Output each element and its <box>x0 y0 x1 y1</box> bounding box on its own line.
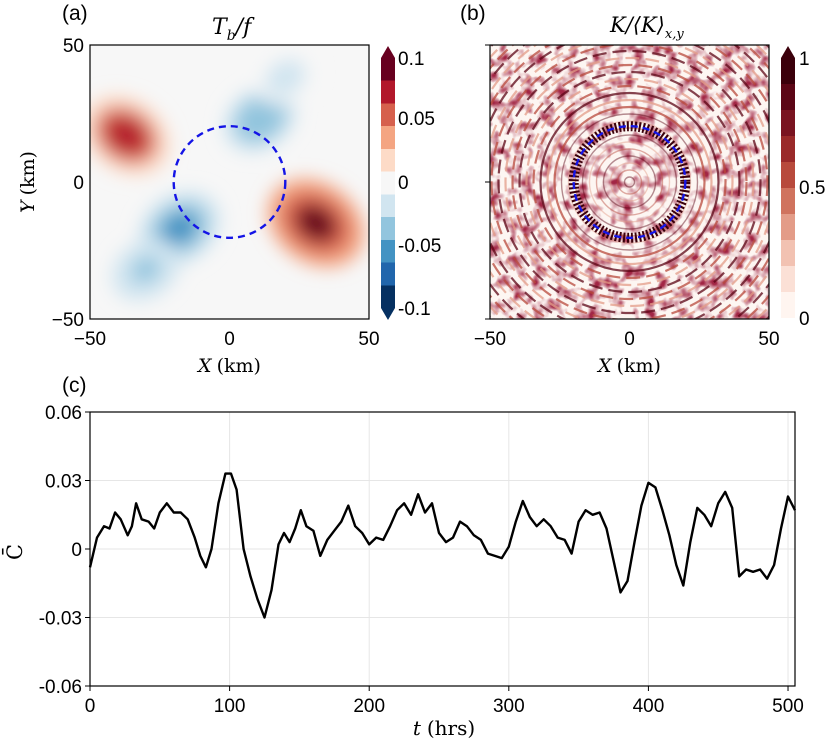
panel-b-field <box>490 45 769 319</box>
wave-band <box>602 155 657 209</box>
x-tick-label: 100 <box>214 696 246 717</box>
panel-a-ytick: −50 <box>52 310 84 331</box>
wave-band <box>490 45 769 319</box>
wave-band <box>532 84 727 280</box>
panel-b: (b) K/⟨K⟩x,y −50 0 50 X (km) 1 0.5 0 <box>460 2 825 377</box>
panel-a-colorbar-body <box>381 58 395 308</box>
series-line <box>88 472 797 619</box>
panel-c-xlabel-unit: (hrs) <box>427 716 475 740</box>
wave-band <box>511 63 748 301</box>
x-tick-label: 200 <box>353 696 385 717</box>
panel-b-title-symbol: K <box>609 13 627 37</box>
x-tick-label: 500 <box>772 696 804 717</box>
wave-band <box>553 105 706 259</box>
panel-a-cbar-tick: 0.05 <box>398 109 435 130</box>
panel-c-xlabel: t (hrs) <box>413 716 475 740</box>
wave-band <box>616 169 643 195</box>
wave-band <box>560 113 699 251</box>
panel-b-xtick: 0 <box>624 329 635 350</box>
panel-b-vortex-circle <box>572 124 687 239</box>
panel-a-vortex-circle <box>172 124 287 239</box>
panel-c-ylabel: C̄ <box>2 544 27 560</box>
panel-b-colorbar-max-arrow <box>781 46 795 58</box>
panel-c-xlabel-symbol: t <box>413 716 422 740</box>
negative-anomaly <box>131 256 161 283</box>
wave-band <box>609 162 650 202</box>
panel-b-title-mid: /⟨K⟩ <box>624 13 665 37</box>
panel-a-field <box>90 51 365 301</box>
panel-a-ytick: 50 <box>63 36 84 57</box>
panel-a-ylabel-unit: (km) <box>17 151 39 195</box>
wave-band <box>546 98 713 266</box>
panel-a-axes: −50 0 50 50 0 −50 X (km) Y(km) <box>17 36 380 377</box>
wave-band <box>581 134 678 230</box>
wave-band <box>525 77 734 287</box>
panel-b-title-subscript: x,y <box>665 27 684 42</box>
panel-b-cbar-tick: 0 <box>799 309 810 330</box>
wave-band <box>497 49 762 315</box>
wave-band <box>623 176 636 188</box>
panel-a-title-subscript: b <box>227 28 236 44</box>
panel-a-title: Tb/f <box>212 15 255 44</box>
wave-band <box>567 120 692 244</box>
panel-a-xtick: 50 <box>358 329 379 350</box>
y-tick-label: 0.06 <box>45 403 82 424</box>
panel-a-letter: (a) <box>62 2 88 25</box>
panel-a-cbar-tick: -0.1 <box>398 299 431 320</box>
panel-b-colorbar-body <box>781 58 795 318</box>
panel-a-cbar-tick: -0.05 <box>398 236 441 257</box>
y-tick-label: 0.03 <box>45 472 82 493</box>
panel-a-ylabel: Y (km) <box>17 151 39 213</box>
panel-b-cbar-tick: 0.5 <box>799 178 825 199</box>
positive-anomaly <box>295 204 337 242</box>
panel-a-colorbar-max-arrow <box>381 46 395 58</box>
panel-b-letter: (b) <box>460 2 486 25</box>
panel-a-xtick: −50 <box>74 329 106 350</box>
panel-a-ytick: 0 <box>73 173 84 194</box>
panel-b-axes: −50 0 50 X (km) <box>474 44 780 377</box>
panel-a-ylabel-symbol: Y <box>17 198 39 213</box>
y-tick-label: -0.06 <box>39 677 82 698</box>
panel-a-xlabel: X (km) <box>196 355 261 377</box>
panel-c-ticks: 0 100 200 300 400 500 0.06 0.03 0 -0.03 -0.06 <box>39 403 804 717</box>
y-tick-label: 0 <box>71 540 82 561</box>
panel-a-xtick: 0 <box>224 329 235 350</box>
wave-band <box>518 70 741 294</box>
panel-b-title: K/⟨K⟩x,y <box>609 13 684 42</box>
x-tick-label: 300 <box>493 696 525 717</box>
panel-b-xlabel-symbol: X <box>596 355 613 377</box>
x-tick-label: 400 <box>633 696 665 717</box>
panel-a-cbar-tick: 0.1 <box>398 49 424 70</box>
negative-anomaly <box>244 105 276 133</box>
panel-c: (c) 0 100 200 300 400 5000.060.030-0.03-0.06 … <box>2 374 804 740</box>
panel-b-cbar-tick: 1 <box>799 49 810 70</box>
panel-a-colorbar-min-arrow <box>381 308 395 320</box>
y-tick-label: -0.03 <box>39 609 82 630</box>
panel-a: (a) Tb/f −50 0 50 50 0 −50 X (km) Y(km) 0… <box>17 2 441 377</box>
panel-a-cbar-tick: 0 <box>398 173 409 194</box>
negative-anomaly <box>273 66 298 90</box>
wave-band <box>595 148 664 216</box>
panel-c-letter: (c) <box>62 374 87 397</box>
panel-b-xlabel: X (km) <box>596 355 661 377</box>
x-tick-label: 0 <box>85 696 96 717</box>
wave-band <box>504 56 755 308</box>
panel-a-xlabel-symbol: X <box>196 355 213 377</box>
panel-a-title-symbol: T <box>212 15 229 40</box>
positive-anomaly <box>107 118 145 153</box>
wave-band <box>588 141 671 223</box>
panel-b-xlabel-unit: (km) <box>617 355 661 377</box>
panel-c-frame <box>89 411 796 687</box>
panel-a-frame <box>89 44 370 320</box>
wave-band <box>539 91 720 273</box>
panel-a-title-suffix: /f <box>234 15 255 40</box>
panel-b-xtick: 50 <box>758 329 779 350</box>
panel-a-colorbar: 0.1 0.05 0 -0.05 -0.1 <box>381 46 441 320</box>
panel-a-xlabel-unit: (km) <box>217 355 261 377</box>
panel-b-colorbar: 1 0.5 0 <box>781 46 825 330</box>
panel-b-xtick: −50 <box>474 329 506 350</box>
